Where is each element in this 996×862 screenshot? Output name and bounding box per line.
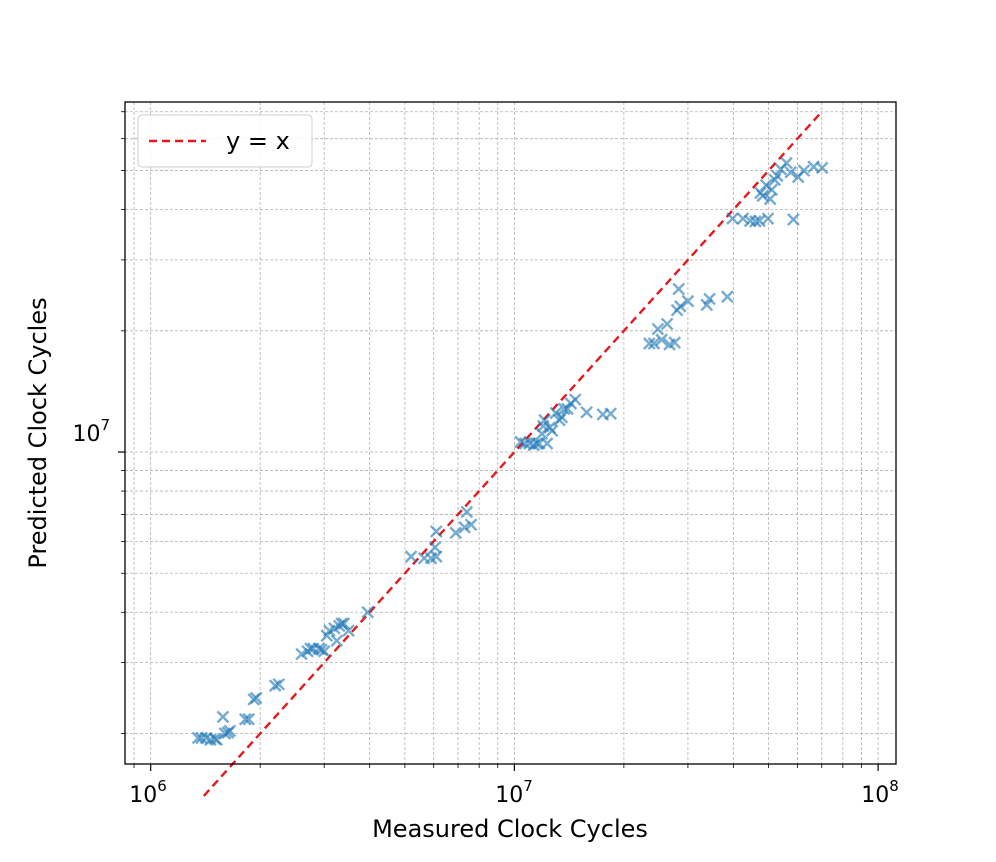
data-point bbox=[238, 712, 252, 726]
data-point bbox=[642, 337, 656, 350]
data-point bbox=[756, 189, 770, 203]
data-point bbox=[761, 212, 775, 225]
data-point bbox=[674, 300, 687, 313]
minor-gridlines bbox=[125, 102, 896, 764]
data-points bbox=[191, 156, 829, 747]
data-point bbox=[787, 213, 800, 226]
data-point bbox=[545, 424, 559, 438]
data-point bbox=[361, 605, 375, 619]
data-point bbox=[736, 212, 750, 225]
data-point bbox=[216, 710, 230, 724]
data-point bbox=[249, 691, 263, 705]
data-point bbox=[681, 294, 695, 308]
plot-frame bbox=[124, 101, 897, 765]
y-axis-label: Predicted Clock Cycles bbox=[24, 297, 52, 568]
x-axis-label: Measured Clock Cycles bbox=[372, 815, 648, 843]
data-point bbox=[726, 212, 739, 225]
data-point bbox=[458, 521, 472, 534]
data-point bbox=[784, 165, 798, 179]
data-point bbox=[464, 518, 478, 532]
data-point bbox=[317, 644, 331, 658]
data-point bbox=[429, 550, 443, 563]
reference-line-layer bbox=[202, 110, 823, 797]
data-point bbox=[672, 282, 686, 296]
data-point bbox=[242, 712, 256, 726]
y-tick-labels: 107 bbox=[72, 416, 110, 447]
data-point bbox=[815, 161, 829, 175]
y-tick-label-0: 107 bbox=[72, 416, 110, 447]
data-point bbox=[342, 624, 355, 638]
x-tick-label-1: 107 bbox=[495, 777, 533, 808]
data-point bbox=[660, 317, 674, 331]
legend-label-y-equals-x: y = x bbox=[226, 127, 290, 155]
data-point bbox=[272, 677, 286, 691]
data-point bbox=[330, 634, 344, 648]
reference-line-y-equals-x bbox=[202, 110, 823, 797]
data-point bbox=[703, 292, 716, 306]
x-tick-label-0: 106 bbox=[129, 777, 167, 808]
major-gridlines bbox=[125, 102, 896, 764]
data-point bbox=[651, 322, 665, 336]
data-point bbox=[604, 407, 618, 421]
data-point bbox=[449, 526, 463, 540]
data-point bbox=[647, 337, 661, 350]
data-point bbox=[668, 336, 682, 349]
x-tick-label-2: 108 bbox=[861, 777, 899, 808]
x-tick-labels: 106 107 108 bbox=[129, 777, 899, 808]
data-point bbox=[765, 183, 779, 197]
data-point bbox=[720, 290, 734, 304]
data-point bbox=[770, 169, 784, 183]
data-point bbox=[530, 437, 543, 450]
data-point bbox=[655, 333, 668, 347]
data-point bbox=[404, 550, 418, 563]
legend-box bbox=[137, 114, 313, 168]
legend: y = x bbox=[137, 114, 313, 168]
data-point bbox=[210, 733, 224, 747]
data-point bbox=[568, 393, 582, 406]
data-point bbox=[429, 525, 443, 538]
data-point bbox=[460, 505, 474, 519]
data-point bbox=[749, 214, 762, 228]
axis-ticks bbox=[118, 111, 879, 771]
data-point bbox=[549, 406, 563, 420]
data-point bbox=[268, 679, 282, 692]
data-point bbox=[580, 405, 593, 419]
data-point bbox=[223, 724, 237, 738]
data-point bbox=[797, 164, 811, 177]
data-point bbox=[780, 156, 793, 170]
data-point bbox=[538, 413, 551, 427]
data-point bbox=[540, 437, 554, 450]
data-point bbox=[337, 617, 351, 630]
